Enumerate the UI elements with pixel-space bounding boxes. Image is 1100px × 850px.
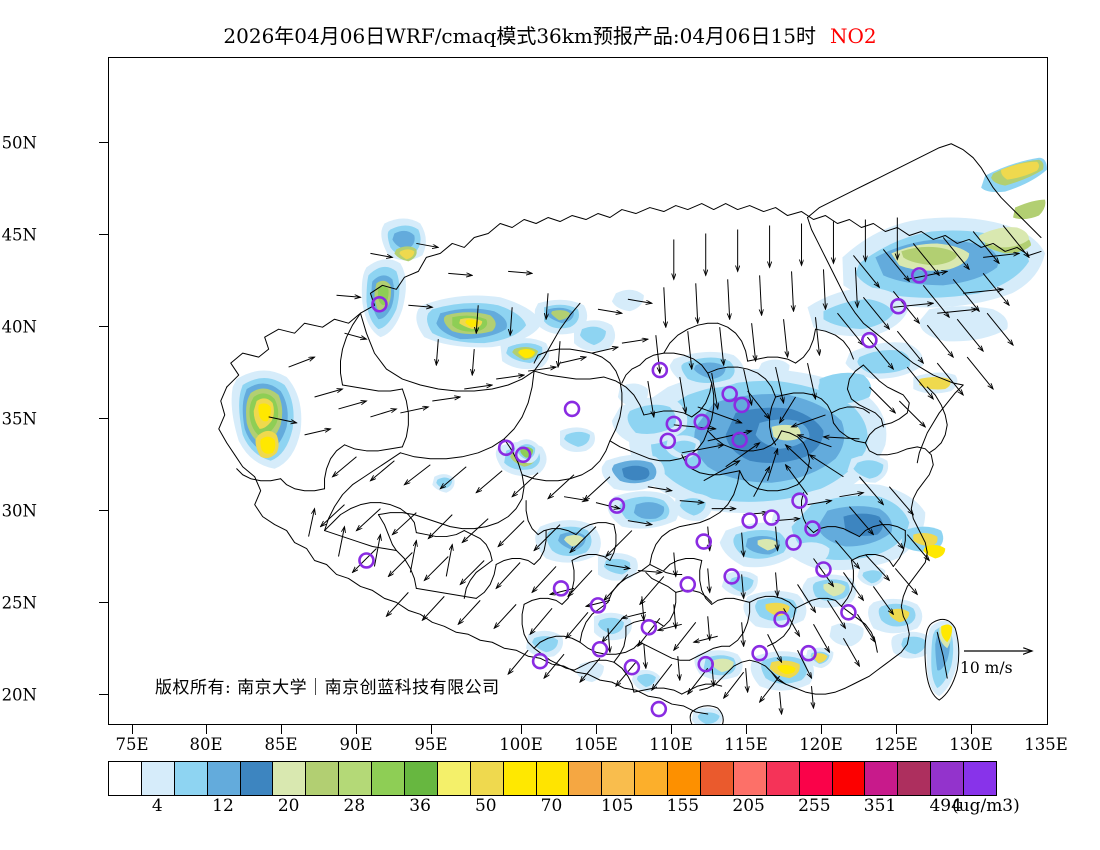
lon-tick-110e <box>671 725 673 734</box>
colorbar-tick-label: 205 <box>732 796 765 816</box>
colorbar-segment <box>207 762 241 795</box>
lon-label-90e: 90E <box>339 735 373 754</box>
lon-tick-95e <box>431 725 433 734</box>
colorbar-segment <box>635 762 669 795</box>
colorbar-tick-label: 155 <box>666 796 700 816</box>
title-text: 2026年04月06日WRF/cmaq模式36km预报产品:04月06日15时 <box>223 24 816 48</box>
colorbar-segment <box>701 762 734 795</box>
colorbar-tick-label: 351 <box>863 796 897 816</box>
lon-tick-105e <box>596 725 598 734</box>
colorbar-segment <box>141 762 175 795</box>
colorbar-tick-label: 36 <box>409 796 431 816</box>
colorbar-segment <box>109 762 142 795</box>
map-boundaries <box>218 143 1042 724</box>
lat-tick-45n <box>99 234 108 236</box>
colorbar-segment <box>503 762 537 795</box>
lat-label-30n: 30N <box>1 501 37 521</box>
lon-label-95e: 95E <box>414 735 448 754</box>
wind-scale-arrow-icon <box>964 637 1050 661</box>
lon-label-135e: 135E <box>1024 735 1068 754</box>
lon-label-120e: 120E <box>799 735 843 754</box>
colorbar-segment <box>931 762 965 795</box>
lon-label-130e: 130E <box>949 735 993 754</box>
colorbar-segment <box>339 762 373 795</box>
lon-tick-85e <box>281 725 283 734</box>
lon-tick-75e <box>132 725 134 734</box>
colorbar-unit: (ug/m3) <box>952 796 1020 816</box>
lat-tick-25n <box>99 602 108 604</box>
colorbar-segment <box>602 762 636 795</box>
colorbar-tick-label: 4 <box>151 796 163 816</box>
lon-label-75e: 75E <box>115 735 149 754</box>
colorbar-segment <box>405 762 438 795</box>
lon-label-80e: 80E <box>189 735 223 754</box>
city-station-markers <box>358 267 928 718</box>
lon-label-105e: 105E <box>574 735 618 754</box>
lat-tick-50n <box>99 142 108 144</box>
colorbar-segment <box>306 762 340 795</box>
lat-label-40n: 40N <box>1 317 37 337</box>
lon-tick-115e <box>746 725 748 734</box>
title-species: NO2 <box>829 24 877 48</box>
lon-label-85e: 85E <box>264 735 298 754</box>
colorbar <box>108 761 997 796</box>
colorbar-segment <box>536 762 570 795</box>
lat-tick-20n <box>99 694 108 696</box>
lon-tick-100e <box>521 725 523 734</box>
map-canvas <box>218 143 1047 724</box>
colorbar-segment <box>865 762 899 795</box>
lon-tick-90e <box>356 725 358 734</box>
colorbar-tick-label: 105 <box>600 796 634 816</box>
colorbar-segment <box>964 762 997 795</box>
lat-tick-35n <box>99 418 108 420</box>
no2-concentration-field <box>231 157 1047 724</box>
colorbar-tick-label: 12 <box>212 796 234 816</box>
colorbar-segment <box>273 762 307 795</box>
colorbar-tick-label: 255 <box>798 796 831 816</box>
page-title: 2026年04月06日WRF/cmaq模式36km预报产品:04月06日15时 N… <box>0 20 1100 49</box>
colorbar-segment <box>372 762 406 795</box>
colorbar-tick-label: 494 <box>929 796 962 816</box>
wind-vector-field <box>268 217 1029 715</box>
colorbar-segment <box>668 762 702 795</box>
lon-label-115e: 115E <box>724 735 768 754</box>
colorbar-tick-label: 50 <box>474 796 497 816</box>
colorbar-segment <box>799 762 833 795</box>
wind-scale-label: 10 m/s <box>960 659 1013 677</box>
lon-tick-130e <box>971 725 973 734</box>
colorbar-segment <box>240 762 274 795</box>
lat-label-45n: 45N <box>1 225 37 245</box>
lat-tick-40n <box>99 326 108 328</box>
colorbar-segment <box>898 762 932 795</box>
colorbar-segment <box>766 762 800 795</box>
lat-label-50n: 50N <box>1 133 37 153</box>
lat-label-25n: 25N <box>1 593 37 613</box>
colorbar-segment <box>470 762 504 795</box>
lon-label-100e: 100E <box>499 735 543 754</box>
lat-label-35n: 35N <box>1 409 37 429</box>
lat-label-20n: 20N <box>1 685 37 705</box>
lon-tick-120e <box>821 725 823 734</box>
lon-tick-80e <box>206 725 208 734</box>
colorbar-tick-label: 70 <box>540 796 563 816</box>
colorbar-segment <box>174 762 208 795</box>
lat-tick-30n <box>99 510 108 512</box>
wind-scale-legend: 10 m/s <box>955 637 1045 687</box>
colorbar-segment <box>832 762 866 795</box>
colorbar-tick-label: 20 <box>277 796 300 816</box>
colorbar-segment <box>733 762 767 795</box>
colorbar-tick-label: 28 <box>343 796 366 816</box>
map-plot-area <box>108 57 1048 725</box>
lon-label-125e: 125E <box>874 735 918 754</box>
colorbar-segment <box>437 762 471 795</box>
colorbar-segment <box>569 762 603 795</box>
lon-label-110e: 110E <box>649 735 693 754</box>
lon-tick-125e <box>896 725 898 734</box>
copyright-notice: 版权所有: 南京大学｜南京创蓝科技有限公司 <box>155 678 500 698</box>
